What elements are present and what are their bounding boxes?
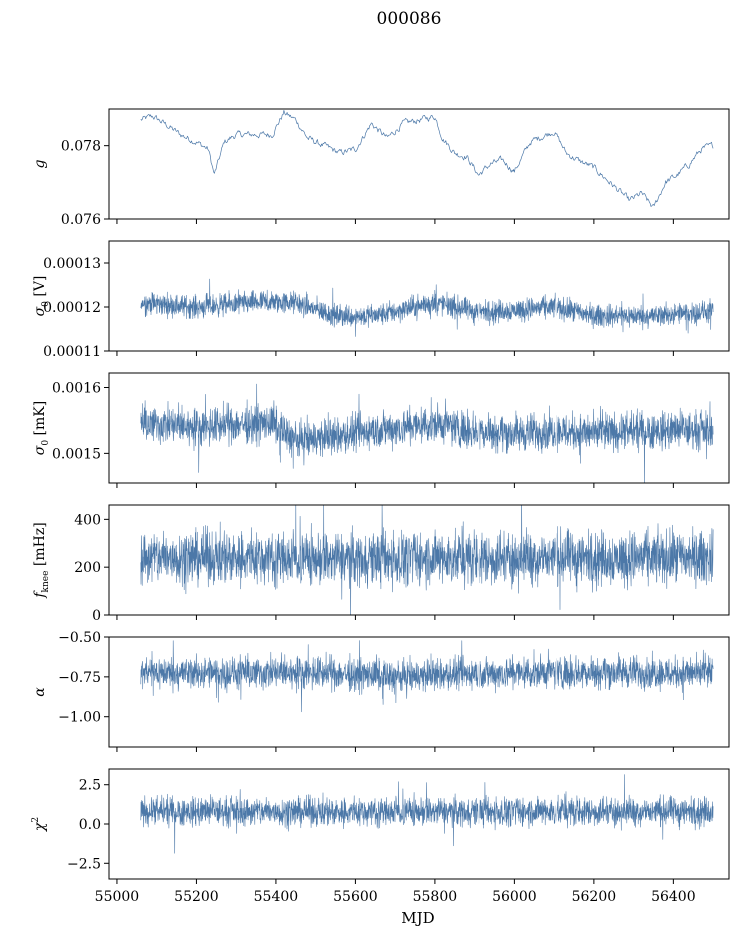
y-tick-label: 0.0016: [52, 380, 101, 396]
x-tick-label: 55200: [174, 889, 219, 905]
subplot-1: 0.076 0.078 g: [32, 108, 730, 228]
y-axis-label: σ0 [V]: [32, 276, 51, 317]
figure-title: 000086: [377, 9, 442, 29]
y-tick-label: 2.5: [79, 778, 101, 794]
data-gap: [555, 770, 558, 878]
x-tick-label: 56400: [651, 889, 696, 905]
data-gap: [555, 242, 558, 350]
data-gap: [478, 242, 480, 350]
data-gap: [478, 506, 480, 614]
y-tick-label: 200: [74, 560, 101, 576]
y-tick-label: 0.00011: [43, 344, 101, 360]
y-axis-label: σ0 [mK]: [32, 401, 51, 455]
y-tick-label: 0.0015: [52, 446, 101, 462]
y-tick-label: 0.076: [61, 212, 101, 228]
series-line: [140, 505, 714, 615]
x-tick-label: 55600: [333, 889, 378, 905]
data-gap: [478, 638, 480, 746]
y-tick-label: 400: [74, 512, 101, 528]
y-tick-label: 0.078: [61, 139, 101, 155]
subplot-frame: [108, 372, 730, 484]
y-tick-label: −2.5: [67, 856, 101, 872]
x-tick-label: 55800: [413, 889, 458, 905]
x-tick-label: 55400: [254, 889, 299, 905]
data-gap: [555, 638, 558, 746]
y-tick-label: 0.0: [79, 817, 101, 833]
x-tick-label: 56000: [492, 889, 537, 905]
subplot-frame: [108, 636, 730, 748]
series-line: [140, 278, 714, 337]
y-tick-label: −0.75: [58, 670, 101, 686]
data-gap: [555, 374, 558, 482]
series-line: [140, 640, 714, 713]
y-tick-label: −0.50: [58, 630, 101, 646]
y-tick-label: 0.00012: [43, 300, 101, 316]
subplot-6: −2.5 0.0 2.5 55000 55200 55400 55600 55800 56000…: [31, 768, 730, 905]
x-tick-label: 56200: [572, 889, 617, 905]
subplot-5: −1.00 −0.75 −0.50 α: [32, 630, 730, 752]
y-axis-label: χ2: [31, 817, 48, 832]
data-gap: [555, 506, 558, 614]
subplot-frame: [108, 108, 730, 220]
series-line: [140, 774, 714, 854]
subplot-4: 0 200 400 fknee [mHz]: [32, 504, 730, 624]
subplot-frame: [108, 768, 730, 880]
y-tick-label: 0.00013: [43, 256, 101, 272]
y-axis-label: g: [32, 159, 48, 168]
x-tick-label: 55000: [95, 889, 140, 905]
data-gap: [478, 770, 480, 878]
data-gap: [478, 374, 480, 482]
y-tick-label: −1.00: [58, 710, 101, 726]
y-tick-label: 0: [92, 608, 101, 624]
y-axis-label: α: [32, 687, 48, 697]
subplot-frame: [108, 504, 730, 616]
subplot-2: 0.00011 0.00012 0.00013 σ0 [V]: [32, 240, 730, 360]
y-axis-label: fknee [mHz]: [32, 522, 51, 598]
subplot-frame: [108, 240, 730, 352]
series-line: [140, 109, 714, 207]
series-line: [140, 383, 714, 483]
x-axis-label: MJD: [401, 909, 434, 927]
